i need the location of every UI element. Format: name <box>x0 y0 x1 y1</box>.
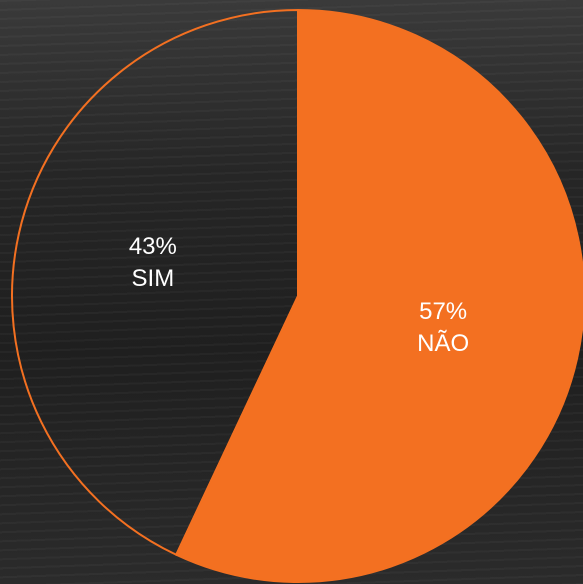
slice-value-label: 43% <box>129 233 177 260</box>
pie-slice <box>10 8 299 557</box>
slice-value-label: 57% <box>419 298 467 325</box>
slice-category-label: SIM <box>132 265 175 292</box>
pie-slice <box>174 8 583 583</box>
slice-category-label: NÃO <box>417 330 469 357</box>
